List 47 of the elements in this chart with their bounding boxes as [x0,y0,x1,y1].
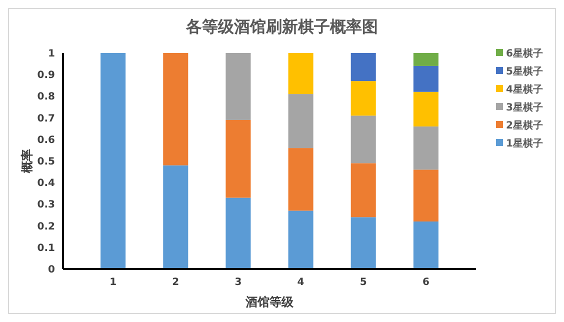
bar [100,53,126,269]
bar [413,126,438,170]
bar [350,217,376,269]
x-tick-label: 4 [297,277,304,288]
bar [288,210,314,269]
x-tick-label: 2 [172,277,180,288]
bar [413,92,438,126]
y-tick-label: 1 [48,48,56,60]
y-axis-title: 概率 [20,149,34,174]
bar [226,120,251,198]
y-tick-label: 0.4 [37,178,56,190]
bar [413,66,438,92]
bar [413,221,438,269]
y-tick-label: 0.3 [37,200,56,211]
chart-title: 各等级酒馆刷新棋子概率图 [185,17,378,36]
bar [350,53,376,82]
y-tick-label: 0.1 [37,242,56,254]
legend-label: 6星棋子 [506,48,543,60]
x-tick-label: 3 [234,277,242,288]
bar [288,148,314,211]
bar [413,53,438,66]
bar [226,53,251,120]
bar [413,170,438,222]
y-tick-label: 0 [48,264,56,276]
y-tick-label: 0.5 [37,156,56,168]
x-tick-label: 5 [360,277,367,288]
bar [350,81,376,116]
legend-label: 1星棋子 [506,138,543,150]
x-axis-title: 酒馆等级 [244,295,294,309]
legend-label: 2星棋子 [506,120,543,132]
y-tick-label: 0.7 [37,113,56,124]
y-tick-label: 0.2 [37,221,56,232]
bar [163,53,188,166]
y-tick-label: 0.6 [37,134,56,146]
bar [350,163,376,218]
legend-label: 5星棋子 [506,66,543,78]
bar [163,165,188,269]
y-tick-label: 0.8 [37,92,56,103]
y-tick-label: 0.9 [37,70,56,82]
bar [350,116,376,164]
legend-label: 3星棋子 [506,102,543,114]
x-tick-label: 1 [110,277,117,288]
x-tick-label: 6 [422,277,430,288]
legend-label: 4星棋子 [506,84,543,96]
bar [288,53,314,94]
bar [226,198,251,269]
bar [288,94,314,148]
